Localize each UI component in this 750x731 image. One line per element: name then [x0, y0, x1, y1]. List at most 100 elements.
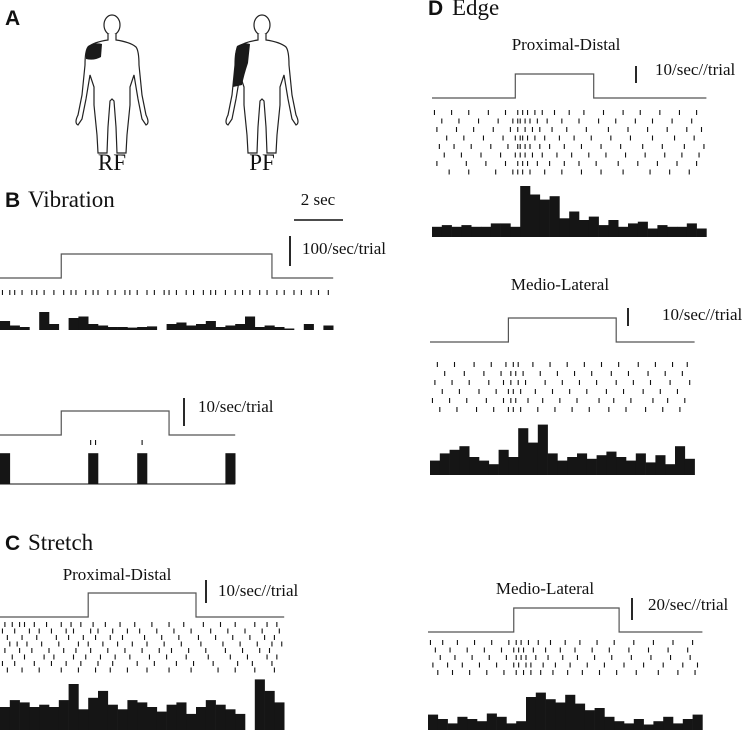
- histogram-bar: [225, 453, 236, 484]
- histogram-bar: [488, 464, 499, 475]
- histogram-bar: [88, 324, 99, 330]
- histogram-bar: [235, 324, 246, 330]
- time-scale-label: 2 sec: [301, 190, 336, 209]
- histogram-bar: [235, 713, 246, 730]
- histogram-bar: [567, 457, 578, 475]
- stimulus-trace: [0, 410, 236, 436]
- panel-label: C: [5, 532, 20, 555]
- histogram-bar: [451, 226, 462, 237]
- histogram-bar: [657, 225, 668, 237]
- histogram-bar: [606, 451, 617, 475]
- histogram-bar: [675, 446, 686, 475]
- histogram-bar: [88, 453, 99, 484]
- rate-scale-label: 10/sec//trial: [655, 60, 736, 79]
- rate-scale-label: 10/sec//trial: [662, 305, 743, 324]
- histogram-bar: [98, 325, 109, 330]
- histogram-bar: [500, 223, 511, 237]
- histogram-bar: [137, 453, 148, 484]
- histogram-bar: [684, 458, 695, 475]
- histogram-bar: [559, 218, 570, 237]
- histogram-bar: [647, 228, 658, 237]
- histogram-bar: [215, 327, 226, 330]
- histogram-bar: [677, 226, 688, 237]
- histogram-bar: [186, 713, 197, 730]
- histogram-bar: [461, 225, 472, 237]
- histogram-bar: [78, 316, 89, 330]
- histogram-bar: [19, 702, 30, 730]
- histogram-bar: [166, 324, 177, 330]
- histogram-bar: [245, 316, 256, 330]
- histogram-bar: [137, 327, 148, 330]
- histogram-bar: [215, 704, 226, 730]
- histogram-bar: [692, 714, 703, 730]
- histogram-bar: [303, 324, 314, 330]
- histogram-bar: [530, 194, 541, 237]
- histogram-bar: [107, 327, 118, 330]
- histogram-bar: [264, 325, 275, 330]
- histogram-bar: [539, 199, 550, 237]
- histogram-bar: [604, 716, 615, 730]
- histogram-bar: [498, 449, 509, 475]
- stimulus-trace: [0, 253, 334, 279]
- histogram-bar: [430, 460, 441, 475]
- histogram-bar: [225, 709, 236, 730]
- histogram-bar: [264, 690, 275, 730]
- response-title: Proximal-Distal: [63, 565, 172, 584]
- histogram-bar: [428, 714, 439, 730]
- histogram-bar: [323, 325, 334, 330]
- histogram-bar: [49, 707, 60, 730]
- histogram-bar: [147, 707, 158, 730]
- response-title: Medio-Lateral: [511, 275, 609, 294]
- histogram-bar: [0, 453, 11, 484]
- histogram-bar: [518, 428, 529, 475]
- histogram-bar: [696, 228, 707, 237]
- histogram-bar: [528, 442, 539, 475]
- body-figure: [75, 14, 149, 154]
- rate-scale-label: 100/sec/trial: [302, 239, 386, 258]
- histogram-bar: [655, 455, 666, 475]
- histogram-bar: [9, 325, 20, 330]
- histogram-bar: [667, 226, 678, 237]
- panel-label: D: [428, 0, 443, 20]
- histogram-bar: [205, 321, 216, 330]
- histogram-bar: [0, 321, 11, 330]
- histogram-bar: [490, 223, 501, 237]
- histogram-bar: [447, 723, 458, 730]
- histogram-bar: [481, 226, 492, 237]
- histogram-bar: [537, 424, 548, 475]
- histogram-bar: [557, 460, 568, 475]
- histogram-bar: [254, 327, 265, 330]
- histogram-bar: [39, 704, 50, 730]
- histogram-bar: [577, 453, 588, 475]
- histogram-bar: [643, 724, 654, 730]
- histogram-bar: [127, 700, 138, 730]
- histogram-bar: [526, 697, 537, 730]
- histogram-bar: [586, 458, 597, 475]
- panel-label: A: [5, 7, 20, 30]
- body-figure: [225, 14, 299, 154]
- histogram-bar: [457, 716, 468, 730]
- histogram-bar: [68, 318, 79, 330]
- histogram-bar: [166, 704, 177, 730]
- histogram-bar: [254, 679, 265, 730]
- histogram-bar: [471, 226, 482, 237]
- histogram-bar: [545, 699, 556, 730]
- histogram-bar: [441, 225, 452, 237]
- histogram-bar: [614, 721, 625, 730]
- histogram-bar: [432, 226, 443, 237]
- histogram-bar: [575, 703, 586, 730]
- histogram-bar: [117, 327, 128, 330]
- histogram-bar: [127, 327, 138, 330]
- rate-scale-label: 20/sec//trial: [648, 595, 729, 614]
- histogram-bar: [535, 692, 546, 730]
- histogram-bar: [510, 226, 521, 237]
- histogram-bar: [68, 684, 79, 730]
- histogram-bar: [477, 721, 488, 730]
- histogram-bar: [196, 324, 207, 330]
- histogram-bar: [633, 719, 644, 730]
- histogram-bar: [274, 327, 285, 330]
- stimulus-trace: [430, 317, 695, 343]
- rate-scale-label: 10/sec//trial: [218, 581, 299, 600]
- histogram-bar: [479, 460, 490, 475]
